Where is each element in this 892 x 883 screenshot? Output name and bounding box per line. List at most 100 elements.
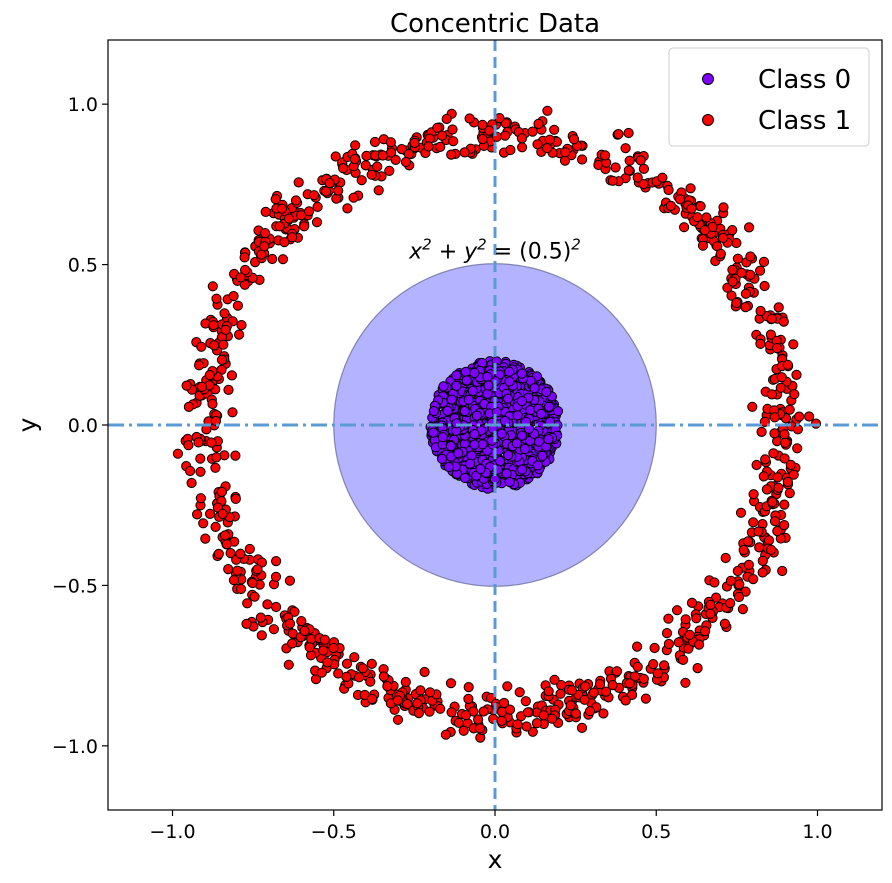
class-1-point	[788, 339, 799, 350]
class-1-point	[701, 212, 712, 223]
class-1-point	[663, 638, 675, 650]
class-1-point	[709, 577, 720, 588]
class-1-point	[740, 288, 752, 299]
class-0-point	[504, 376, 515, 387]
class-1-point	[348, 192, 359, 203]
class-1-point	[260, 206, 271, 217]
class-1-point	[228, 291, 239, 302]
class-1-point	[547, 713, 558, 724]
class-1-point	[680, 677, 691, 688]
y-axis-ticks: −1.0 −0.5 0.0 0.5 1.0	[52, 94, 108, 758]
class-1-point	[782, 359, 793, 370]
class-1-point	[256, 630, 267, 641]
class-1-point	[207, 281, 218, 292]
class-1-point	[566, 685, 578, 696]
class-1-point	[705, 608, 716, 619]
class-1-point	[620, 143, 631, 154]
class-1-point	[780, 437, 791, 448]
class-1-point	[460, 710, 471, 721]
class-1-point	[620, 695, 631, 706]
class-0-point	[442, 405, 453, 416]
class-1-point	[732, 565, 743, 577]
chart-title: Concentric Data	[390, 9, 600, 39]
class-1-point	[665, 200, 677, 211]
class-1-point	[584, 706, 596, 717]
class-1-point	[312, 201, 323, 212]
class-1-point	[773, 482, 784, 493]
class-1-point	[559, 155, 571, 166]
class-1-point	[400, 156, 412, 168]
class-1-point	[748, 574, 759, 585]
class-1-point	[773, 302, 784, 313]
class-1-point	[533, 118, 544, 130]
class-1-point	[725, 575, 737, 587]
class-1-point	[432, 122, 443, 133]
class-1-point	[424, 706, 435, 717]
class-1-point	[195, 466, 206, 477]
class-0-point	[516, 396, 528, 407]
class-1-point	[756, 426, 767, 437]
class-1-point	[242, 598, 253, 609]
class-1-point	[500, 130, 511, 141]
class-1-point	[755, 338, 766, 349]
class-1-point	[692, 212, 703, 223]
class-1-point	[745, 269, 756, 280]
x-axis-label: x	[488, 845, 503, 874]
class-1-point	[505, 144, 516, 156]
class-0-point	[475, 463, 486, 475]
class-1-point	[247, 577, 258, 589]
class-1-point	[458, 725, 469, 736]
class-1-point	[219, 308, 230, 319]
class-1-point	[204, 370, 215, 381]
class-1-point	[413, 708, 424, 719]
class-1-point	[727, 264, 738, 275]
class-1-point	[296, 616, 307, 627]
class-1-point	[718, 202, 729, 213]
class-1-point	[267, 253, 278, 265]
class-1-point	[255, 612, 266, 623]
class-1-point	[789, 389, 800, 400]
class-0-point	[471, 410, 482, 421]
legend-label-class-1: Class 1	[758, 106, 851, 136]
class-1-point	[220, 530, 231, 541]
class-1-point	[293, 177, 304, 188]
class-1-point	[453, 717, 464, 728]
class-0-point	[445, 441, 457, 452]
class-1-point	[697, 240, 709, 251]
class-1-point	[623, 127, 634, 139]
class-1-point	[235, 583, 247, 595]
class-1-point	[400, 676, 411, 688]
class-1-point	[568, 134, 580, 145]
class-0-point	[541, 386, 552, 398]
class-1-point	[751, 459, 762, 471]
class-1-point	[435, 703, 446, 714]
class-1-point	[205, 508, 216, 520]
class-0-point	[516, 368, 528, 379]
class-1-point	[290, 195, 302, 206]
class-1-point	[778, 316, 789, 327]
class-1-point	[244, 543, 255, 555]
class-0-point	[451, 380, 462, 391]
class-1-point	[748, 517, 759, 528]
class-0-point	[543, 401, 555, 412]
class-1-point	[423, 141, 434, 152]
class-1-point	[328, 642, 339, 654]
class-1-point	[357, 663, 368, 674]
class-1-point	[632, 172, 643, 183]
class-1-point	[733, 591, 745, 603]
class-1-point	[270, 571, 282, 582]
class-1-point	[447, 124, 458, 135]
class-1-point	[727, 225, 738, 236]
class-1-point	[249, 591, 260, 602]
class-1-point	[284, 618, 296, 629]
class-1-point	[717, 232, 729, 244]
class-1-point	[306, 634, 317, 645]
class-1-point	[239, 252, 250, 263]
class-1-point	[318, 645, 329, 656]
class-1-point	[755, 265, 766, 276]
class-1-point	[683, 643, 694, 654]
class-1-point	[217, 508, 228, 520]
circle-equation-label: x2 + y2 = (0.5)2	[408, 236, 581, 265]
class-1-point	[270, 194, 281, 205]
class-1-point	[377, 150, 388, 161]
